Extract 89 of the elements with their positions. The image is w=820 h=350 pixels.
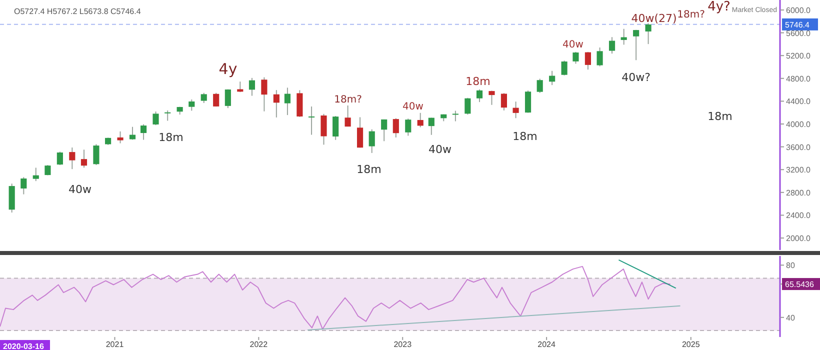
candlestick — [308, 106, 315, 136]
candlestick — [80, 149, 88, 168]
candlestick — [584, 51, 591, 70]
x-tick-label: 2024 — [538, 340, 556, 349]
x-tick-label: 2021 — [106, 340, 124, 349]
candlestick — [428, 117, 434, 136]
candlestick — [129, 126, 136, 140]
candlestick — [645, 22, 652, 45]
annotation: 40w — [68, 183, 92, 196]
x-tick-label: 2022 — [250, 340, 268, 349]
annotation: 18m — [158, 131, 184, 144]
candlestick — [536, 78, 543, 94]
y-tick-label: 2000.0 — [786, 234, 812, 244]
candlestick — [464, 97, 471, 116]
annotation: O5727.4 H5767.2 L5673.8 C5746.4 — [14, 7, 142, 16]
candlestick — [620, 28, 627, 46]
candlestick — [248, 77, 256, 96]
y-tick-label: 6000.0 — [786, 6, 812, 15]
candlestick — [44, 164, 51, 176]
candlestick — [596, 46, 603, 67]
annotation: 40w(27) — [631, 12, 677, 26]
y-tick-label: 2400.0 — [786, 211, 812, 220]
candlestick — [117, 130, 124, 144]
candlestick — [237, 81, 244, 93]
candlestick — [261, 76, 268, 112]
candlestick — [8, 183, 15, 214]
annotation: 18m — [708, 110, 732, 124]
candlestick — [405, 118, 412, 136]
ref-line-label: 5746.4 — [785, 20, 810, 30]
y-tick-label: 4800.0 — [786, 74, 812, 84]
candlestick — [56, 151, 63, 166]
candlestick — [332, 116, 339, 140]
candlestick — [452, 110, 458, 122]
candlestick — [561, 60, 568, 76]
candlestick — [344, 104, 351, 128]
candlestick — [524, 90, 532, 114]
y-tick-label: 4400.0 — [786, 97, 812, 106]
candlestick — [392, 118, 399, 138]
annotation: 18m? — [677, 10, 705, 21]
annotation: 4y? — [708, 0, 730, 15]
candlestick — [476, 88, 483, 103]
candlestick — [633, 29, 640, 61]
annotation: 40w — [428, 143, 452, 156]
candlestick — [284, 87, 291, 116]
annotation: 18m? — [334, 94, 362, 106]
y-tick-label: 40 — [786, 313, 796, 322]
annotation: 18m — [466, 75, 490, 88]
text: 2020-03-16 — [3, 342, 44, 350]
candlestick — [224, 88, 231, 109]
candlestick — [32, 167, 39, 182]
candlestick — [188, 98, 195, 112]
line-series — [0, 266, 671, 330]
annotation: 40w — [562, 40, 584, 51]
candlestick — [93, 144, 100, 166]
x-tick-label: 2025 — [682, 340, 700, 349]
candlestick — [356, 116, 364, 148]
candlestick — [152, 111, 159, 126]
candlestick — [320, 113, 327, 146]
x-tick-label: 2023 — [394, 340, 412, 349]
annotation: 18m — [356, 163, 382, 176]
annotation: 18m — [512, 130, 538, 144]
y-tick-label: 3600.0 — [786, 142, 812, 152]
candlestick — [417, 112, 424, 128]
candlestick — [273, 90, 280, 118]
candlestick — [213, 92, 220, 108]
candlestick — [572, 51, 579, 64]
candlestick — [608, 36, 616, 54]
candlestick — [20, 176, 27, 195]
candlestick — [296, 90, 303, 118]
y-tick-label: 5200.0 — [786, 52, 812, 61]
candlestick — [488, 90, 495, 106]
candlestick — [140, 124, 147, 140]
y-tick-label: 65.5436 — [785, 280, 814, 290]
y-tick-label: 2800.0 — [786, 188, 812, 198]
candlestick — [512, 101, 519, 119]
annotation: 40w — [402, 102, 424, 113]
annotation: 4y — [218, 60, 238, 78]
candlestick — [200, 92, 207, 104]
y-tick-label: 5600.0 — [786, 28, 812, 38]
candlestick — [164, 110, 171, 122]
candlestick — [500, 92, 507, 111]
candlestick — [69, 146, 76, 170]
y-tick-label: 80 — [786, 261, 796, 270]
y-tick-label: 3200.0 — [786, 166, 812, 175]
y-tick-label: 4000.0 — [786, 120, 812, 129]
candlestick — [549, 70, 556, 86]
annotation: 40w? — [622, 71, 651, 84]
candlestick — [368, 128, 375, 154]
candlestick — [381, 118, 388, 142]
